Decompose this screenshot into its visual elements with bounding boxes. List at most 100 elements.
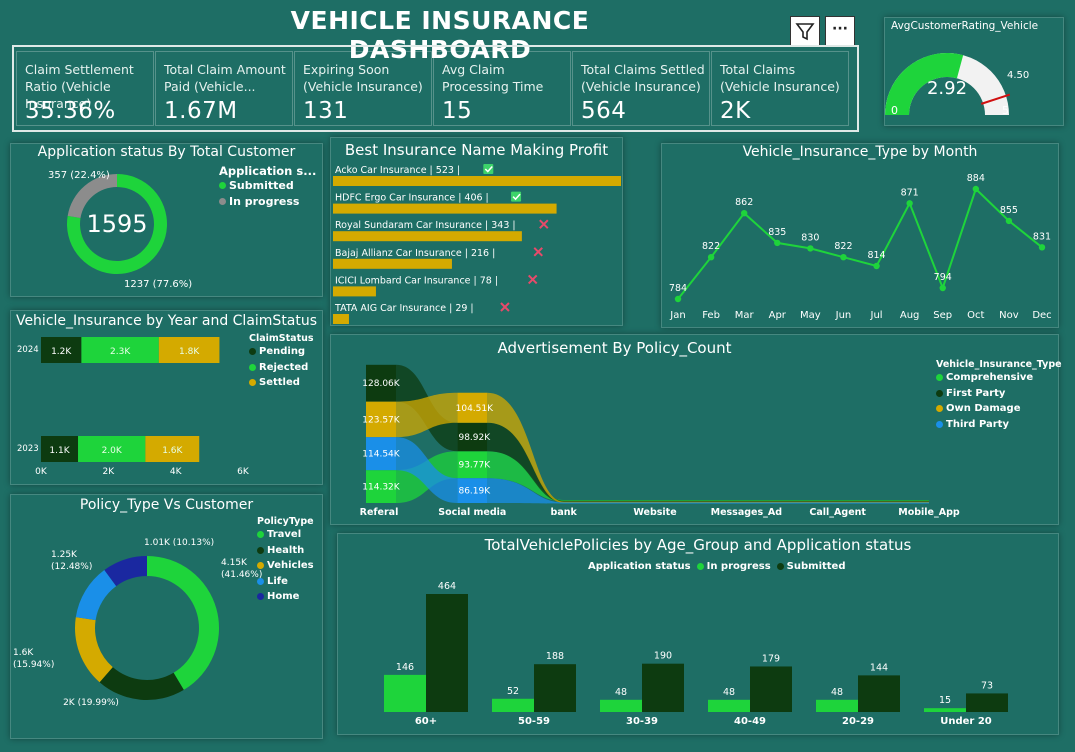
kpi-card-expiring-soon[interactable]: Expiring Soon (Vehicle Insurance) 131	[294, 51, 432, 126]
data-label: 123.57K	[362, 415, 400, 425]
year-claimstatus-panel[interactable]: Vehicle_Insurance by Year and ClaimStatu…	[10, 310, 323, 485]
bar-tata-aig-car-insurance	[333, 314, 349, 324]
data-label: 835	[768, 227, 786, 238]
bar-20-29-submitted	[858, 675, 900, 712]
bar-royal-sundaram-car-insurance	[333, 231, 522, 242]
legend-item-vehicles[interactable]: Vehicles	[257, 558, 314, 574]
bar-60+-submitted	[426, 594, 468, 712]
application-status-panel[interactable]: Application status By Total Customer 159…	[10, 143, 323, 297]
x-tick-label: May	[800, 310, 821, 321]
x-tick-label: Referal	[360, 507, 399, 518]
legend-item-travel[interactable]: Travel	[257, 527, 314, 543]
more-options-button[interactable]: ···	[825, 16, 855, 46]
bar-segment-pending	[41, 337, 82, 363]
data-label: 93.77K	[458, 461, 491, 471]
legend-item-submitted[interactable]: Submitted	[776, 559, 846, 575]
chart-title: Best Insurance Name Making Profit	[344, 141, 609, 159]
x-tick-label: Aug	[900, 310, 920, 321]
bar-label: Bajaj Allianz Car Insurance | 216 |	[335, 248, 495, 259]
legend-item-rejected[interactable]: Rejected	[249, 360, 314, 376]
kpi-card-total-claim-amount[interactable]: Total Claim Amount Paid (Vehicle... 1.67…	[155, 51, 293, 126]
data-label: 794	[934, 272, 952, 283]
gauge-chart: 2.92 0 5 4.50	[885, 53, 1029, 117]
legend-dot	[249, 379, 256, 387]
ribbon-own-damage	[396, 392, 458, 438]
gauge-panel[interactable]: AvgCustomerRating_Vehicle 2.92 0 5 4.50	[884, 17, 1064, 126]
ribbon-bar-referal-comprehensive	[366, 470, 396, 503]
chart-title: Policy_Type Vs Customer	[79, 497, 254, 513]
month-line-panel[interactable]: Vehicle_Insurance_Type by Month 784 Jan 82…	[661, 143, 1059, 328]
legend-item-health[interactable]: Health	[257, 543, 314, 559]
x-tick-label: 30-39	[626, 716, 658, 727]
line-point-sep	[939, 284, 946, 292]
legend-item-in-progress[interactable]: In progress	[696, 559, 771, 575]
chart-title: Vehicle_Insurance by Year and ClaimStatu…	[15, 313, 318, 329]
legend-item-submitted[interactable]: Submitted	[219, 178, 316, 194]
bar-segment-pending	[41, 436, 79, 462]
legend-item-settled[interactable]: Settled	[249, 375, 314, 391]
age-group-panel[interactable]: TotalVehiclePolicies by Age_Group and Ap…	[337, 533, 1059, 735]
bar-50-59-in-progress	[492, 698, 534, 712]
year-claimstatus-chart: 2024 1.2K 2.3K 1.8K 2023 1.1K 2.0K 1.6K 0K 2K 4K 6K	[17, 337, 250, 477]
legend-item-in-progress[interactable]: In progress	[219, 194, 316, 210]
x-tick-label: Call_Agent	[809, 507, 866, 518]
ribbon-bar-referal-own-damage	[366, 401, 396, 438]
legend-dot	[696, 563, 704, 571]
legend-title: Vehicle_Insurance_Type	[936, 359, 1062, 370]
donut-slice-home	[104, 556, 147, 587]
best-insurance-panel[interactable]: Best Insurance Name Making Profit Acko C…	[330, 137, 623, 326]
legend-item-first-party[interactable]: First Party	[936, 386, 1062, 402]
legend-dot	[936, 389, 943, 397]
legend-item-comprehensive[interactable]: Comprehensive	[936, 370, 1062, 386]
advertisement-panel[interactable]: Advertisement By Policy_Count 114.32K 93.…	[330, 334, 1062, 525]
donut-slice-in-progress	[67, 174, 117, 218]
legend-dot	[257, 531, 264, 539]
bar-label: TATA AIG Car Insurance | 29 |	[334, 303, 474, 314]
kpi-card-claim-settlement-ratio[interactable]: Claim Settlement Ratio (Vehicle Insuranc…	[16, 51, 154, 126]
dashboard-title: VEHICLE INSURANCE DASHBOARD	[290, 6, 590, 64]
legend: Application s... Submitted In progress	[219, 164, 316, 209]
bar-label: ICICI Lombard Car Insurance | 78 |	[335, 275, 498, 286]
data-label: 114.54K	[362, 450, 400, 460]
legend-item-own-damage[interactable]: Own Damage	[936, 401, 1062, 417]
policy-type-chart: 4.15K (41.46%) 2K (19.99%) 1.6K (15.94%) 1.25…	[13, 538, 262, 708]
kpi-card-claims-settled[interactable]: Total Claims Settled (Vehicle Insurance)…	[572, 51, 710, 126]
donut-slice-vehicles	[75, 617, 113, 683]
ribbon-bar-social-first-party	[457, 422, 488, 452]
ribbon-tail-third-party	[487, 478, 929, 504]
legend-dot	[257, 562, 264, 570]
slice-label-submitted: 1237 (77.6%)	[124, 279, 192, 290]
legend-dot	[936, 420, 943, 428]
line-point-feb	[707, 254, 715, 261]
data-label: 190	[654, 651, 672, 662]
x-tick-label: 2K	[103, 467, 116, 477]
kpi-card-total-claims[interactable]: Total Claims (Vehicle Insurance) 2K	[711, 51, 849, 126]
check-box	[483, 164, 494, 174]
filter-button[interactable]	[790, 16, 820, 46]
chart-title: Vehicle_Insurance_Type by Month	[742, 144, 978, 160]
legend-item-third-party[interactable]: Third Party	[936, 417, 1062, 433]
x-tick-label: Sep	[933, 310, 952, 321]
slice-label-in-progress: 357 (22.4%)	[48, 170, 110, 181]
x-tick-label: Under 20	[940, 716, 992, 727]
kpi-label: Total Claim Amount Paid (Vehicle...	[164, 62, 286, 94]
slice-label: 4.15K	[221, 558, 248, 568]
legend-item-home[interactable]: Home	[257, 589, 314, 605]
legend-dot	[257, 577, 264, 585]
legend-item-pending[interactable]: Pending	[249, 344, 314, 360]
line-point-mar	[740, 210, 748, 217]
more-options-icon: ···	[832, 21, 848, 37]
legend-label: Comprehensive	[946, 372, 1034, 383]
gauge-target-label: 4.50	[1007, 70, 1029, 81]
legend-dot	[249, 363, 256, 371]
policy-type-panel[interactable]: Policy_Type Vs Customer 4.15K (41.46%) 2K …	[10, 494, 323, 739]
bar-60+-in-progress	[384, 674, 426, 712]
legend-item-life[interactable]: Life	[257, 574, 314, 590]
bar-segment-rejected	[81, 337, 159, 363]
y-tick-label: 2024	[17, 345, 39, 355]
chart-title: TotalVehiclePolicies by Age_Group and Ap…	[484, 536, 912, 554]
kpi-card-avg-processing-time[interactable]: Avg Claim Processing Time 15	[433, 51, 571, 126]
x-tick-label: Mobile_App	[898, 507, 960, 518]
legend-label: In progress	[706, 561, 771, 572]
x-tick-label: Apr	[769, 310, 787, 321]
